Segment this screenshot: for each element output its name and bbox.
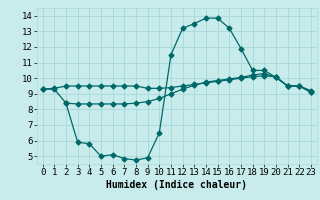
X-axis label: Humidex (Indice chaleur): Humidex (Indice chaleur) — [106, 180, 247, 190]
